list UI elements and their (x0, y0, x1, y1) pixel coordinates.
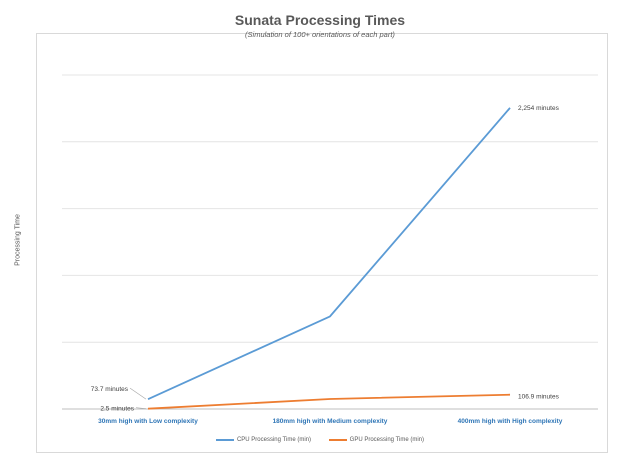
legend-swatch-gpu (328, 439, 347, 441)
legend: CPU Processing Time (min) GPU Processing… (0, 437, 640, 443)
x-tick-label: 180mm high with Medium complexity (273, 418, 388, 425)
data-label: 106.9 minutes (518, 394, 560, 401)
legend-swatch-cpu (215, 439, 234, 441)
legend-item-cpu: CPU Processing Time (min) (215, 437, 311, 443)
chart-title: Sunata Processing Times (234, 12, 406, 28)
x-tick-label: 30mm high with Low complexity (98, 418, 198, 425)
x-tick-label: 400mm high with High complexity (458, 418, 563, 425)
chart-subtitle: (Simulation of 100+ orientations of each… (245, 30, 395, 39)
label-leader (135, 407, 147, 409)
legend-label-cpu: CPU Processing Time (min) (236, 437, 311, 443)
series-line-cpu (147, 107, 511, 401)
legend-item-gpu: GPU Processing Time (min) (328, 437, 425, 443)
data-label: 73.7 minutes (91, 386, 129, 393)
chart-frame (36, 33, 608, 453)
data-label: 2.5 minutes (100, 406, 134, 413)
legend-label-gpu: GPU Processing Time (min) (349, 437, 425, 443)
label-leader (129, 387, 147, 400)
series-line-gpu (147, 393, 511, 410)
data-label: 2,254 minutes (518, 105, 560, 112)
